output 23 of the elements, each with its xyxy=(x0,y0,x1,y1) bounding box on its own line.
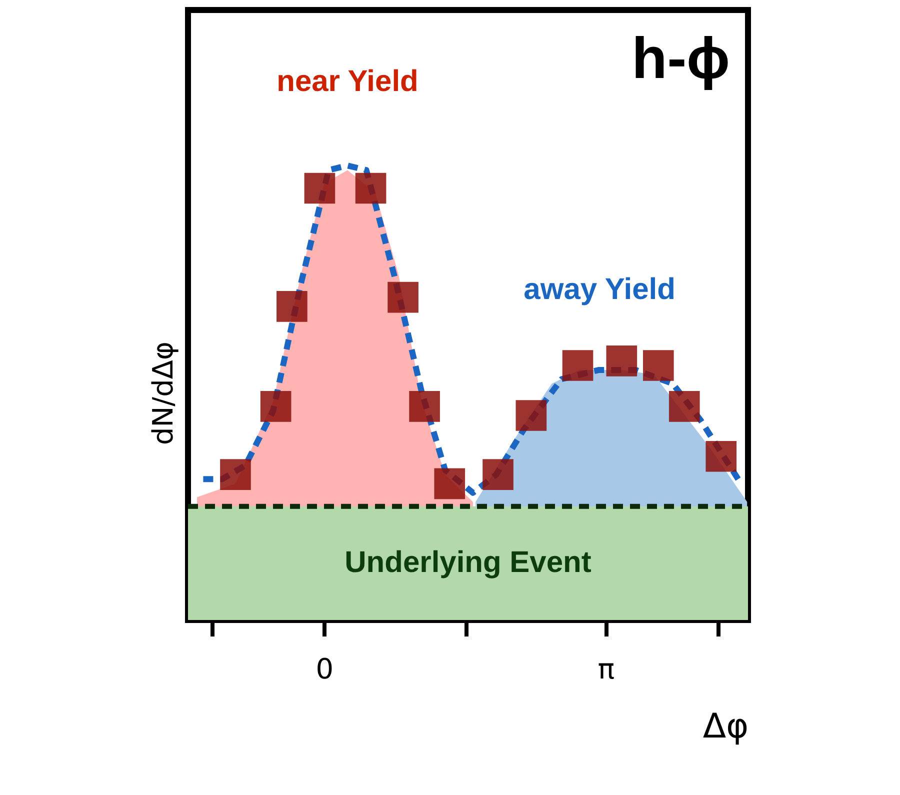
point xyxy=(668,391,700,422)
text: near Yield xyxy=(276,65,418,98)
point xyxy=(606,346,638,376)
point xyxy=(260,391,292,422)
x-tick-label: π xyxy=(598,652,615,686)
point xyxy=(562,350,594,381)
point xyxy=(706,440,737,472)
chart-title: h-ϕ xyxy=(632,26,730,91)
point xyxy=(482,459,514,490)
point xyxy=(388,282,418,313)
x-axis-title: Δφ xyxy=(702,706,748,746)
point xyxy=(276,291,308,322)
y-axis-title: dN/dΔφ xyxy=(146,341,180,446)
point xyxy=(642,350,674,381)
point xyxy=(220,459,251,490)
point xyxy=(304,172,336,204)
point xyxy=(355,172,386,204)
point xyxy=(516,400,547,431)
text: away Yield xyxy=(524,273,676,306)
x-tick-label: 0 xyxy=(316,652,334,686)
point xyxy=(434,468,466,500)
band-label: Underlying Event xyxy=(344,546,592,580)
point xyxy=(409,391,440,422)
